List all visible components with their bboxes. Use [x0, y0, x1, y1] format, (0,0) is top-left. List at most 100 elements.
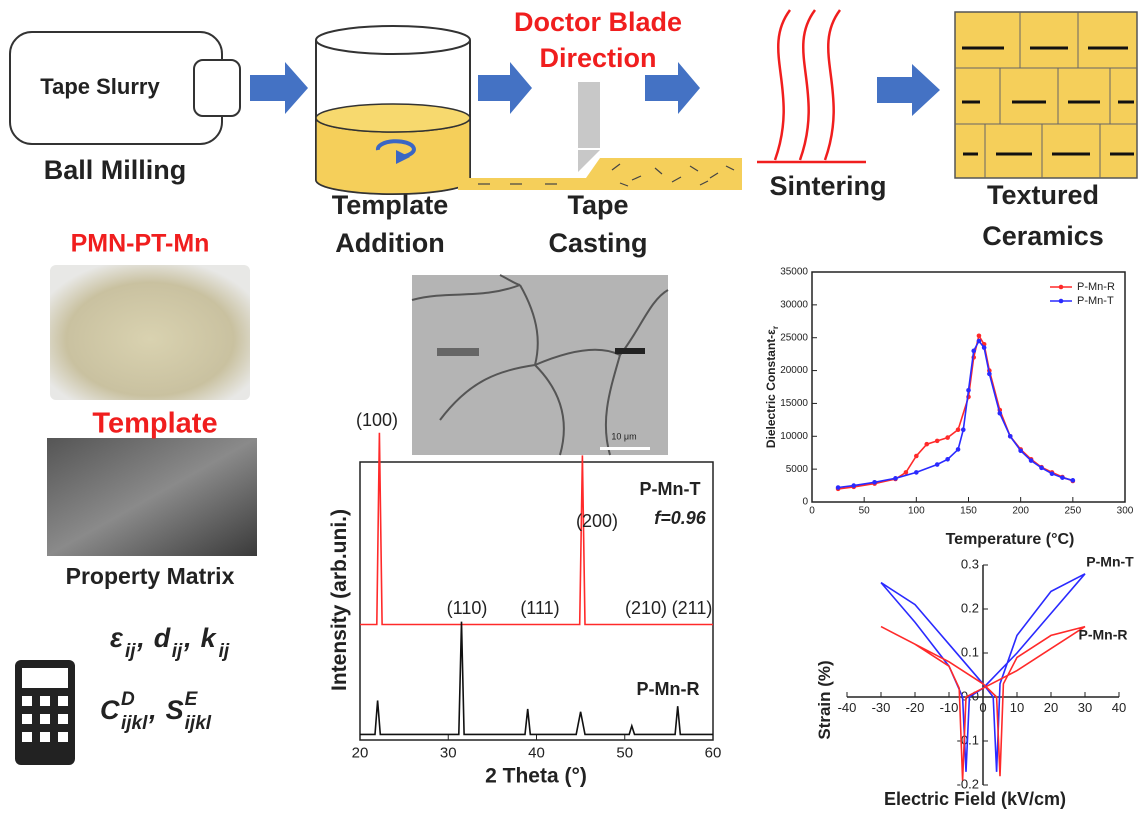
x-tick-label: 50	[616, 744, 633, 761]
powder-photo	[50, 265, 250, 400]
formula-symbol: C	[100, 695, 120, 725]
step-label: Template	[332, 190, 449, 220]
point	[1071, 478, 1076, 483]
point	[961, 427, 966, 432]
step-label: Direction	[539, 43, 656, 73]
point	[982, 345, 987, 350]
series-label: P-Mn-T	[1086, 554, 1134, 570]
x-tick-label: -30	[872, 700, 891, 715]
heat	[757, 10, 866, 162]
point	[956, 427, 961, 432]
ceramic-block	[955, 12, 1137, 178]
point	[904, 470, 909, 475]
annotation: (200)	[576, 511, 618, 531]
x-tick-label: 0	[979, 700, 986, 715]
x-axis-label: Temperature (°C)	[946, 531, 1075, 548]
x-tick-label: -10	[940, 700, 959, 715]
x-tick-label: 0	[809, 506, 815, 517]
y-tick-label: 5000	[786, 464, 809, 475]
formula-sup: E	[185, 689, 199, 710]
legend-label: P-Mn-T	[1077, 295, 1114, 307]
point	[1050, 471, 1055, 476]
point	[893, 476, 898, 481]
chart: 0501001502002503000500010000150002000025…	[764, 267, 1134, 549]
point	[1018, 448, 1023, 453]
x-tick-label: 30	[1078, 700, 1092, 715]
page: Tape Slurry Ball Milling Template Additi…	[0, 0, 1141, 815]
y-tick-label: 0.3	[961, 556, 979, 571]
point	[987, 372, 992, 377]
y-axis-label: Intensity (arb.uni.)	[328, 509, 351, 691]
formula-sub: ij	[219, 641, 230, 662]
point	[1008, 434, 1013, 439]
point	[914, 470, 919, 475]
material-label: Template	[92, 408, 217, 440]
x-tick-label: 10	[1010, 700, 1024, 715]
beaker	[316, 26, 470, 194]
point	[914, 454, 919, 459]
formula-sub: ijkl	[121, 713, 148, 734]
y-tick-label: 25000	[780, 332, 808, 343]
step-label: Addition	[335, 228, 444, 258]
y-axis-label: Dielectric Constant-εr	[764, 325, 780, 448]
x-tick-label: -40	[838, 700, 857, 715]
calculator-icon	[15, 660, 75, 765]
step-label: Ball Milling	[44, 155, 187, 185]
step-label: Textured	[987, 180, 1099, 210]
formula-symbol: ε	[110, 623, 124, 653]
x-tick-label: 200	[1012, 506, 1029, 517]
y-axis-label: Strain (%)	[815, 660, 834, 739]
series-label: P-Mn-R	[637, 679, 700, 699]
annotation: (210)	[625, 598, 667, 618]
point	[998, 411, 1003, 416]
y-axis-label-text: Strain (%)	[815, 660, 834, 739]
point	[945, 435, 950, 440]
formula-sep: ,	[148, 695, 157, 725]
y-axis-label-text: Intensity (arb.uni.)	[328, 509, 351, 691]
x-tick-label: 40	[528, 744, 545, 761]
series-line	[838, 341, 1073, 488]
point	[966, 388, 971, 393]
legend-marker	[1059, 285, 1064, 290]
section-title: Property Matrix	[66, 563, 235, 589]
annotation: (211)	[672, 598, 713, 618]
formula-sub: ij	[125, 641, 136, 662]
x-axis-label: Electric Field (kV/cm)	[884, 789, 1066, 809]
formula-sub: ij	[172, 641, 183, 662]
x-tick-label: -20	[906, 700, 925, 715]
x-tick-label: 20	[352, 744, 369, 761]
annotation: (111)	[520, 598, 559, 618]
x-tick-label: 40	[1112, 700, 1126, 715]
point	[945, 457, 950, 462]
point	[935, 439, 940, 444]
point	[977, 339, 982, 344]
point	[935, 462, 940, 467]
scale-bar-label: 10 μm	[611, 431, 636, 441]
x-tick-label: 50	[859, 506, 871, 517]
formula-sep: ,	[136, 623, 145, 653]
point	[1060, 475, 1065, 480]
material-label: PMN-PT-Mn	[71, 230, 210, 258]
annotation: (100)	[356, 410, 398, 430]
legend-marker	[1059, 299, 1064, 304]
step-label: Doctor Blade	[514, 7, 682, 37]
y-axis-label-sub: r	[770, 325, 780, 329]
step-label: Tape Slurry	[40, 74, 160, 99]
point	[956, 447, 961, 452]
y-tick-label: 15000	[780, 398, 808, 409]
formula-symbol: k	[201, 623, 218, 653]
series-label: P-Mn-T	[640, 479, 701, 499]
y-axis-label-text: Dielectric Constant-ε	[764, 329, 778, 448]
x-tick-label: 60	[705, 744, 722, 761]
point	[924, 442, 929, 447]
point	[971, 349, 976, 354]
point	[1039, 466, 1044, 471]
y-tick-label: 0.1	[961, 644, 979, 659]
template-photo	[47, 438, 257, 556]
y-tick-label: 0	[802, 497, 808, 508]
step-label: Tape	[567, 190, 628, 220]
x-tick-label: 20	[1044, 700, 1058, 715]
x-tick-label: 30	[440, 744, 457, 761]
